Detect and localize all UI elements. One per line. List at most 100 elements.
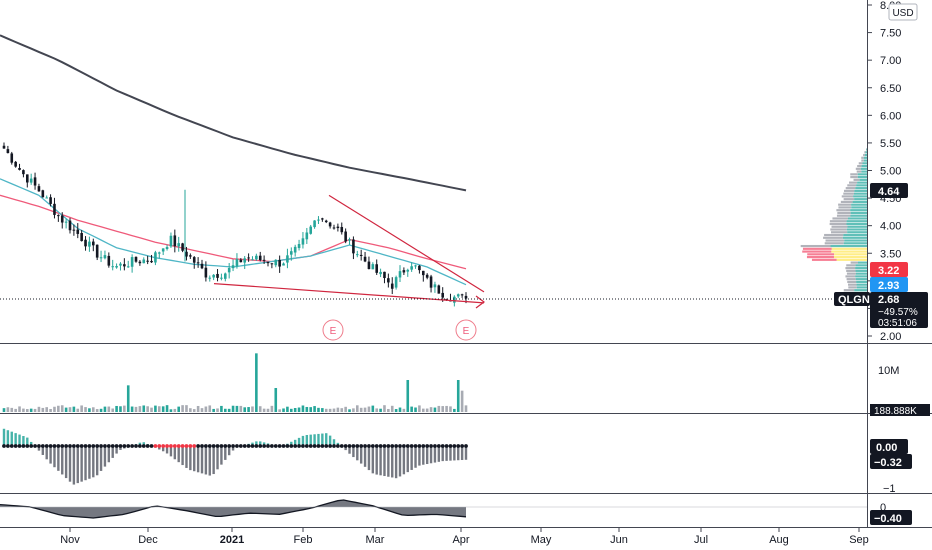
oscillator-zero-dot <box>386 444 391 448</box>
oscillator-bar <box>398 446 402 477</box>
oscillator-zero-dot <box>339 444 344 448</box>
candle-body <box>255 255 258 260</box>
volume-profile-bar <box>844 239 867 242</box>
volume-bar <box>282 408 285 412</box>
oscillator-bar <box>161 446 165 452</box>
volume-profile-bar <box>857 261 867 264</box>
oscillator-bar <box>92 446 95 478</box>
oscillator-histogram <box>2 428 468 485</box>
oscillator-zero-dot <box>285 444 290 448</box>
volume-profile-bar <box>807 253 835 256</box>
oscillator-zero-dot <box>188 444 193 448</box>
volume-profile-bar <box>843 233 867 237</box>
volume-bar <box>305 406 309 412</box>
candle-body <box>317 219 320 221</box>
volume-pane[interactable] <box>0 344 867 413</box>
trendlines[interactable] <box>213 194 485 309</box>
volume-profile-bar <box>806 256 834 259</box>
volume-bar <box>348 409 351 412</box>
candle-body <box>103 255 107 259</box>
oscillator-zero-dot <box>79 444 84 448</box>
volume-profile-bar <box>854 198 867 201</box>
oscillator-bar <box>464 446 468 460</box>
volume-bar <box>146 406 149 412</box>
earnings-event-marker[interactable]: E <box>455 319 477 341</box>
oscillator-zero-dot <box>122 444 127 448</box>
oscillator-zero-dot <box>9 444 14 448</box>
price-pane[interactable] <box>0 0 867 343</box>
oscillator-zero-dot <box>176 444 181 448</box>
candle-body <box>340 226 344 233</box>
volume-profile-bar <box>836 214 851 217</box>
time-tick-label: Sep <box>849 534 869 546</box>
oscillator-bar <box>363 446 367 467</box>
volume-bar <box>441 406 445 412</box>
volume-profile-bar <box>840 200 853 203</box>
volume-bar <box>255 353 258 412</box>
volume-bar <box>460 390 464 412</box>
volume-profile-bar <box>861 159 864 162</box>
oscillator-bar <box>387 446 390 477</box>
candle-body <box>64 221 68 223</box>
candle-body <box>88 241 91 247</box>
volume-bar <box>134 406 138 412</box>
oscillator-zero-dot <box>33 444 37 448</box>
time-axis[interactable]: Nov Dec 2021 Feb Mar Apr May Jun Jul Aug Sep <box>60 527 869 546</box>
volume-profile-bar <box>861 170 867 173</box>
oscillator-zero-dot <box>297 444 301 448</box>
oscillator-bar <box>293 439 297 446</box>
candle-body <box>57 215 60 217</box>
volume-bar <box>359 407 363 412</box>
oscillator-zero-dot <box>456 444 461 448</box>
volume-profile-bar <box>851 203 867 206</box>
candle-body <box>344 231 347 242</box>
candle-body <box>212 274 215 278</box>
candle-body <box>398 271 402 278</box>
oscillator-zero-dot <box>103 444 107 448</box>
candle-body <box>410 266 413 270</box>
time-tick-label: Jul <box>694 534 708 546</box>
oscillator-bar <box>115 446 118 454</box>
candle-body <box>336 226 340 229</box>
candle-body <box>441 292 445 298</box>
volume-bar <box>49 408 52 412</box>
candle-body <box>371 264 375 270</box>
oscillator-bar <box>165 446 169 454</box>
oscillator-zero-dot <box>304 444 309 448</box>
volume-bar <box>72 406 76 412</box>
oscillator-zero-dot <box>5 444 10 448</box>
oscillator-zero-dot <box>235 444 239 448</box>
candle-body <box>134 256 138 262</box>
volume-bar <box>355 405 359 412</box>
oscillator-zero-dot <box>324 444 329 448</box>
currency-badge[interactable]: USD <box>888 3 918 21</box>
volume-profile-bar <box>831 225 848 228</box>
candle-body <box>332 227 336 229</box>
volume-bar <box>157 406 161 412</box>
oscillator-zero-dot <box>165 444 169 448</box>
oscillator-zero-tag: 0.00 <box>870 439 908 454</box>
candle-body <box>107 255 111 266</box>
volume-bar <box>437 405 441 412</box>
oscillator-bar <box>37 446 41 451</box>
candle-body <box>169 235 173 247</box>
volume-profile-bar <box>832 217 848 220</box>
candle-body <box>189 255 192 257</box>
oscillator2-last-tag: −0.40 <box>870 510 912 525</box>
candle-body <box>60 215 64 223</box>
oscillator-zero-dot <box>75 444 80 448</box>
volume-bar <box>181 405 184 412</box>
oscillator-bar <box>297 437 301 446</box>
oscillator-pane[interactable] <box>0 414 867 493</box>
volume-profile-bar <box>829 222 847 226</box>
oscillator-bar <box>216 446 219 470</box>
sma-line <box>0 194 467 270</box>
earnings-event-marker[interactable]: E <box>322 319 344 341</box>
candle-body <box>192 257 196 263</box>
oscillator-zero-dot <box>153 444 158 448</box>
volume-bar <box>449 406 452 412</box>
oscillator-bar <box>196 446 200 473</box>
candle-body <box>157 252 161 254</box>
oscillator-zero-dot <box>180 444 185 448</box>
